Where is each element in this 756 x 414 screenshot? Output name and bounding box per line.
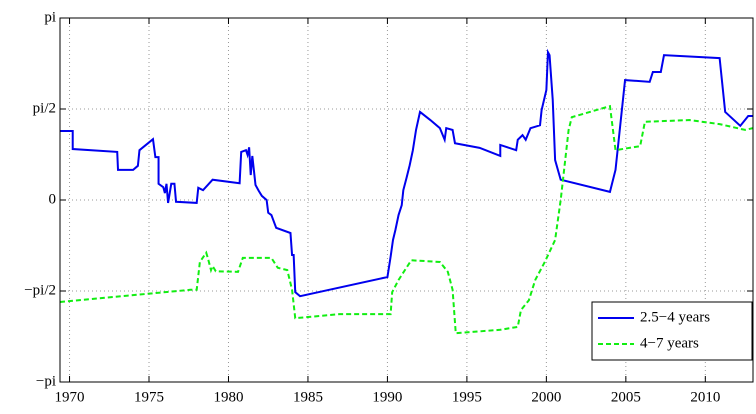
y-tick-label: 0	[49, 191, 57, 207]
x-tick-label: 1970	[55, 389, 85, 405]
x-tick-label: 2005	[611, 389, 641, 405]
x-tick-label: 1975	[134, 389, 164, 405]
y-tick-label: −pi/2	[24, 282, 56, 298]
legend-label: 4−7 years	[640, 335, 699, 351]
x-tick-label: 1985	[293, 389, 323, 405]
plot-frame	[59, 17, 754, 383]
legend-label: 2.5−4 years	[640, 309, 710, 325]
x-tick-label: 2010	[690, 389, 720, 405]
x-tick-label: 1990	[372, 389, 402, 405]
x-tick-label: 1995	[452, 389, 482, 405]
series-line	[59, 104, 754, 335]
y-tick-label: −pi	[36, 373, 56, 389]
series-line	[60, 48, 753, 298]
x-tick-label: 2000	[531, 389, 561, 405]
x-tick-label: 1980	[213, 389, 243, 405]
y-tick-label: pi	[44, 9, 56, 25]
legend-box	[591, 301, 753, 361]
y-tick-label: pi/2	[33, 100, 56, 116]
